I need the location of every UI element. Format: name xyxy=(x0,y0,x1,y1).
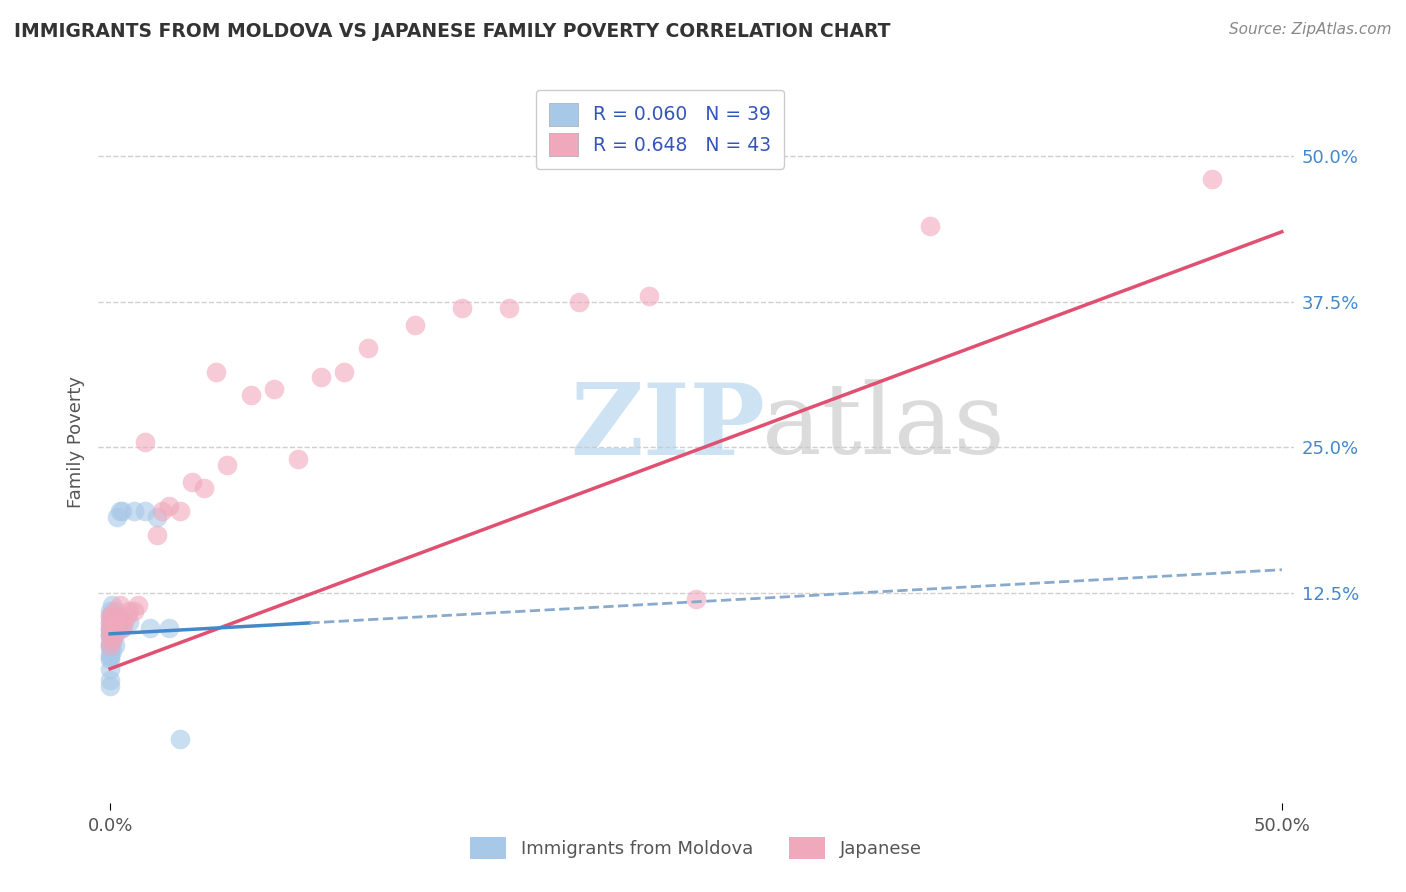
Text: atlas: atlas xyxy=(762,379,1004,475)
Point xyxy=(98,673,121,688)
Point xyxy=(98,621,121,635)
Y-axis label: Family Poverty: Family Poverty xyxy=(66,376,84,508)
Point xyxy=(146,528,169,542)
Point xyxy=(450,301,472,315)
Point xyxy=(122,603,145,617)
Point xyxy=(111,621,134,635)
Point xyxy=(98,609,121,624)
Legend: Immigrants from Moldova, Japanese: Immigrants from Moldova, Japanese xyxy=(463,830,929,866)
Point xyxy=(638,289,661,303)
Point xyxy=(98,648,121,662)
Point xyxy=(104,609,127,624)
Text: Source: ZipAtlas.com: Source: ZipAtlas.com xyxy=(1229,22,1392,37)
Point xyxy=(111,621,134,635)
Point xyxy=(920,219,942,233)
Point xyxy=(104,617,127,632)
Point xyxy=(104,615,127,630)
Point xyxy=(98,639,121,653)
Point xyxy=(169,504,191,518)
Point xyxy=(157,499,180,513)
Point xyxy=(98,615,121,630)
Point xyxy=(309,370,332,384)
Point xyxy=(112,615,135,630)
Point xyxy=(101,621,124,635)
Point xyxy=(127,598,149,612)
Point xyxy=(98,621,121,635)
Point xyxy=(98,624,121,638)
Point xyxy=(105,510,128,524)
Point xyxy=(150,504,173,518)
Point xyxy=(101,618,124,632)
Point xyxy=(101,606,124,620)
Point xyxy=(568,294,591,309)
Point xyxy=(115,609,138,624)
Point xyxy=(108,504,131,518)
Point xyxy=(98,650,121,665)
Point xyxy=(104,627,127,641)
Point xyxy=(404,318,426,332)
Point xyxy=(139,621,162,635)
Point xyxy=(263,382,285,396)
Point xyxy=(98,615,121,630)
Point xyxy=(357,341,380,355)
Point xyxy=(134,504,156,518)
Point xyxy=(111,504,134,518)
Point xyxy=(101,632,124,647)
Point xyxy=(101,644,124,658)
Point xyxy=(105,621,128,635)
Text: IMMIGRANTS FROM MOLDOVA VS JAPANESE FAMILY POVERTY CORRELATION CHART: IMMIGRANTS FROM MOLDOVA VS JAPANESE FAMI… xyxy=(14,22,890,41)
Point xyxy=(118,603,141,617)
Point xyxy=(98,679,121,693)
Point xyxy=(118,615,141,630)
Point xyxy=(217,458,239,472)
Point xyxy=(181,475,204,490)
Point xyxy=(169,731,191,746)
Point xyxy=(98,636,121,650)
Point xyxy=(104,603,127,617)
Point xyxy=(98,627,121,641)
Point xyxy=(101,627,124,641)
Point xyxy=(105,621,128,635)
Point xyxy=(157,621,180,635)
Point xyxy=(101,598,124,612)
Point xyxy=(333,365,356,379)
Point xyxy=(122,504,145,518)
Point xyxy=(239,388,262,402)
Text: ZIP: ZIP xyxy=(571,378,765,475)
Point xyxy=(104,627,127,641)
Point xyxy=(193,481,215,495)
Point xyxy=(101,609,124,624)
Point xyxy=(287,452,309,467)
Point xyxy=(98,662,121,676)
Point xyxy=(1201,172,1223,186)
Point xyxy=(98,609,121,624)
Point xyxy=(98,629,121,643)
Point xyxy=(108,615,131,630)
Point xyxy=(98,629,121,643)
Point xyxy=(98,603,121,617)
Point xyxy=(98,640,121,655)
Point xyxy=(101,636,124,650)
Point xyxy=(98,652,121,666)
Point xyxy=(108,598,131,612)
Point xyxy=(685,591,707,606)
Point xyxy=(104,639,127,653)
Point xyxy=(204,365,226,379)
Point xyxy=(146,510,169,524)
Point xyxy=(101,612,124,626)
Point xyxy=(98,639,121,653)
Point xyxy=(498,301,520,315)
Point xyxy=(134,434,156,449)
